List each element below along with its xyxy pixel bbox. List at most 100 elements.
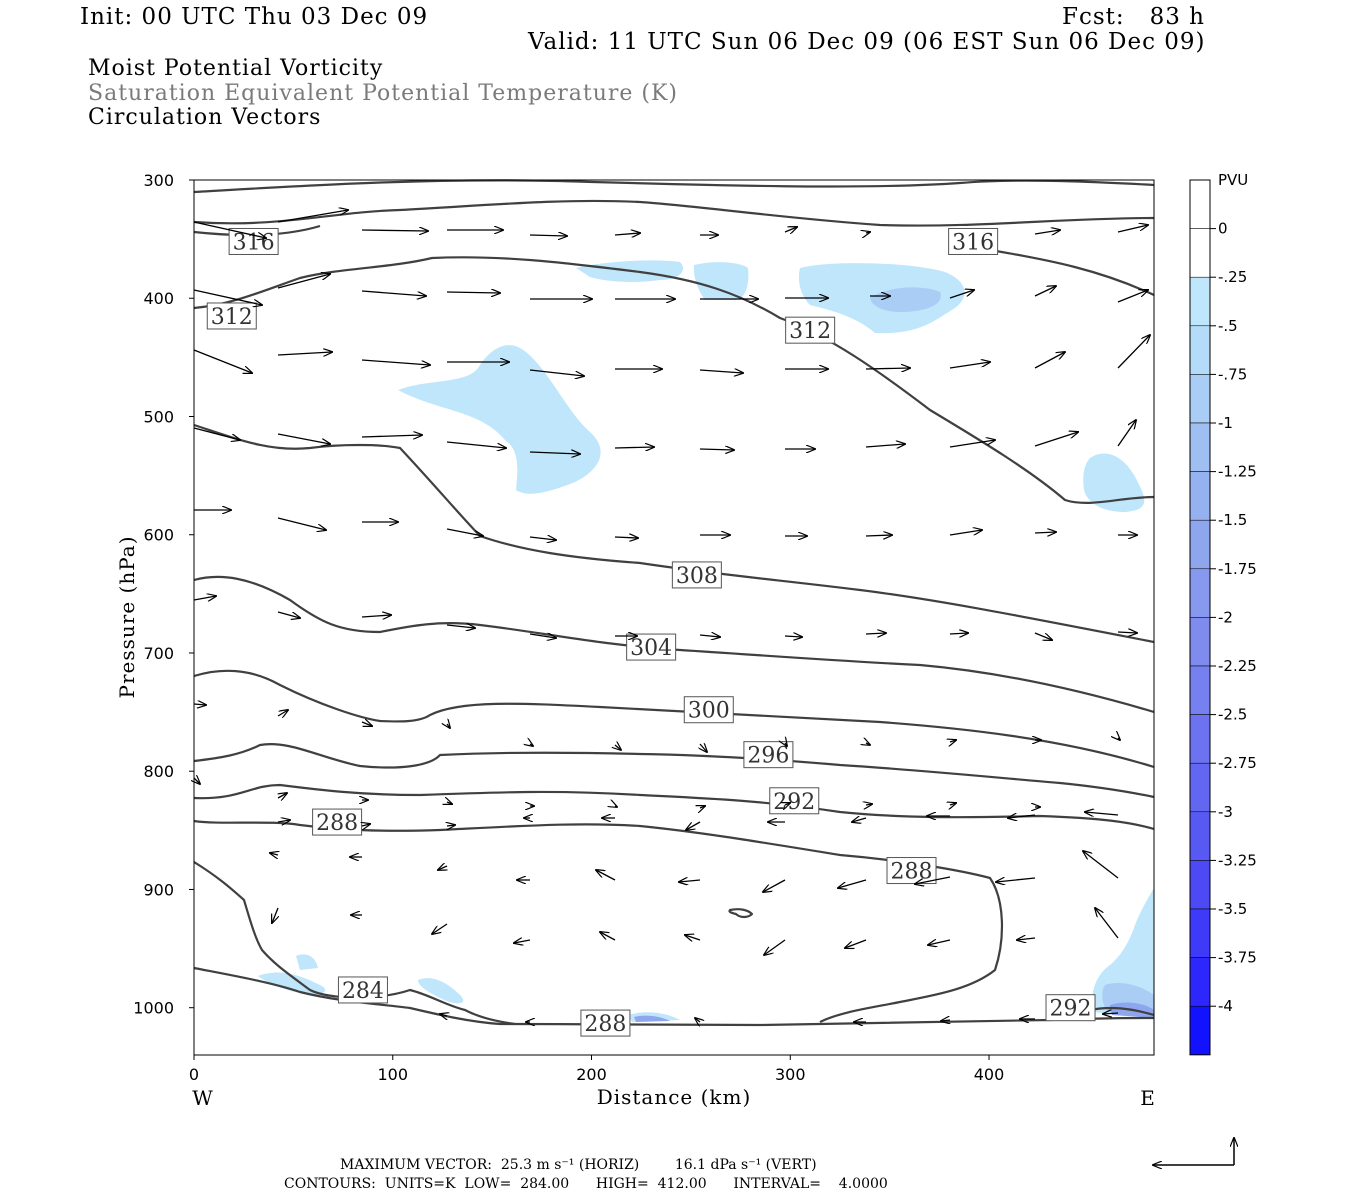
circulation-vector (1034, 286, 1056, 297)
colorbar-label: -2.25 (1218, 657, 1257, 675)
circulation-vector (866, 232, 870, 233)
colorbar-label: -.5 (1218, 317, 1238, 335)
colorbar-unit: PVU (1218, 171, 1248, 189)
contour-info: CONTOURS: UNITS=K LOW= 284.00 HIGH= 412.… (284, 1176, 888, 1192)
circulation-vector (949, 633, 968, 634)
circulation-vector (1117, 632, 1137, 633)
y-tick-label: 500 (143, 407, 174, 426)
colorbar-swatch (1189, 471, 1211, 521)
colorbar-swatch (1189, 228, 1211, 278)
y-axis-title: Pressure (hPa) (115, 536, 139, 699)
contour-line (193, 575, 1155, 714)
x-tick-label: 300 (775, 1065, 806, 1084)
contour-line (1089, 1006, 1155, 1017)
circulation-vector (277, 352, 332, 355)
colorbar-label: -3.5 (1218, 900, 1247, 918)
init-time: Init: 00 UTC Thu 03 Dec 09 (80, 4, 429, 30)
contour-label: 308 (676, 564, 718, 589)
circulation-vector (530, 744, 533, 746)
field-title-mpv: Moist Potential Vorticity (88, 56, 384, 81)
circulation-vector (614, 447, 654, 448)
circulation-vector (950, 740, 956, 742)
circulation-vector (686, 821, 701, 830)
circulation-vector (1117, 225, 1148, 233)
colorbar-label: 0 (1218, 220, 1228, 238)
colorbar-label: -.75 (1218, 365, 1247, 383)
colorbar-swatch (1189, 762, 1211, 813)
circulation-vector (838, 879, 867, 888)
circulation-vector (277, 820, 290, 822)
circulation-vector (941, 1020, 950, 1021)
circulation-vector (361, 290, 426, 296)
circulation-vector (1008, 815, 1036, 818)
circulation-vector (865, 633, 886, 634)
contour-line (193, 423, 1155, 644)
colorbar-label: -3.25 (1218, 851, 1257, 869)
circulation-vector (361, 615, 391, 617)
colorbar-label: -1.5 (1218, 511, 1247, 529)
y-tick-label: 700 (143, 644, 174, 663)
circulation-vector (361, 359, 430, 365)
pv-colorbar: 0 -.25 -.5 -.75 -1 -1.25 -1.5 -1.75 -2 -2.25 -2.5 -… (1189, 179, 1257, 1056)
contour-line (193, 256, 1155, 504)
contour-label-box (671, 561, 722, 589)
contour-label: 292 (1050, 997, 1092, 1022)
circulation-vector (270, 853, 278, 855)
circulation-vector (193, 289, 262, 305)
circulation-vector (1017, 938, 1036, 940)
circulation-vector (193, 427, 240, 440)
contour-label-box (1045, 994, 1096, 1022)
y-tick-label: 800 (143, 762, 174, 781)
contour-label: 304 (630, 636, 672, 661)
circulation-vector (446, 441, 506, 448)
circulation-vector (700, 806, 705, 808)
circulation-vector (193, 704, 206, 705)
pv-shading (258, 260, 1154, 1022)
circulation-vector (785, 803, 790, 805)
reference-vector-icon (1153, 1138, 1234, 1165)
circulation-vector (1085, 812, 1119, 815)
circulation-vector (447, 802, 452, 804)
colorbar-label: -4 (1218, 997, 1233, 1015)
circulation-vector (996, 878, 1036, 882)
contour-label: 292 (773, 790, 815, 815)
circulation-vector (679, 880, 701, 882)
contour-label: 316 (952, 230, 994, 255)
theta-e-contours: 316 316 312 312 308 304 300 296 292 288 288 284 288 2… (193, 179, 1155, 1037)
contour-label-box (886, 857, 937, 885)
circulation-vector (866, 804, 872, 805)
west-label: W (192, 1086, 214, 1110)
circulation-vector (277, 517, 326, 530)
circulation-vector (1117, 335, 1150, 369)
circulation-vector (514, 940, 531, 943)
circulation-vector (1034, 432, 1078, 447)
contour-label-box (228, 227, 279, 255)
contour-label: 288 (316, 811, 358, 836)
circulation-vector (685, 935, 701, 940)
circulation-vector (699, 370, 743, 373)
circulation-vector (949, 530, 982, 536)
circulation-vector (865, 444, 905, 447)
circulation-vector (600, 932, 616, 941)
circulation-vector (278, 793, 287, 798)
circulation-vector (277, 433, 330, 444)
circulation-vector (362, 824, 370, 826)
field-title-thetae: Saturation Equivalent Potential Temperat… (88, 81, 678, 106)
colorbar-swatch (1189, 811, 1211, 861)
circulation-vector (1103, 1013, 1119, 1014)
circulation-vector (446, 292, 500, 293)
contour-label-box (769, 787, 820, 815)
contour-line (193, 669, 1155, 769)
circulation-vector (193, 596, 216, 600)
circulation-vector (949, 362, 990, 369)
circulation-vector (440, 1014, 447, 1016)
pv-shade (418, 978, 464, 1004)
circulation-vector (866, 743, 870, 745)
circulation-vector (447, 825, 455, 826)
circulation-vector (699, 449, 734, 450)
circulation-vector (1118, 738, 1120, 740)
colorbar-label: -1 (1218, 414, 1233, 432)
contour-label: 300 (688, 699, 730, 724)
forecast-hour: Fcst: 83 h (1062, 4, 1205, 30)
contour-label-box (580, 1009, 631, 1037)
